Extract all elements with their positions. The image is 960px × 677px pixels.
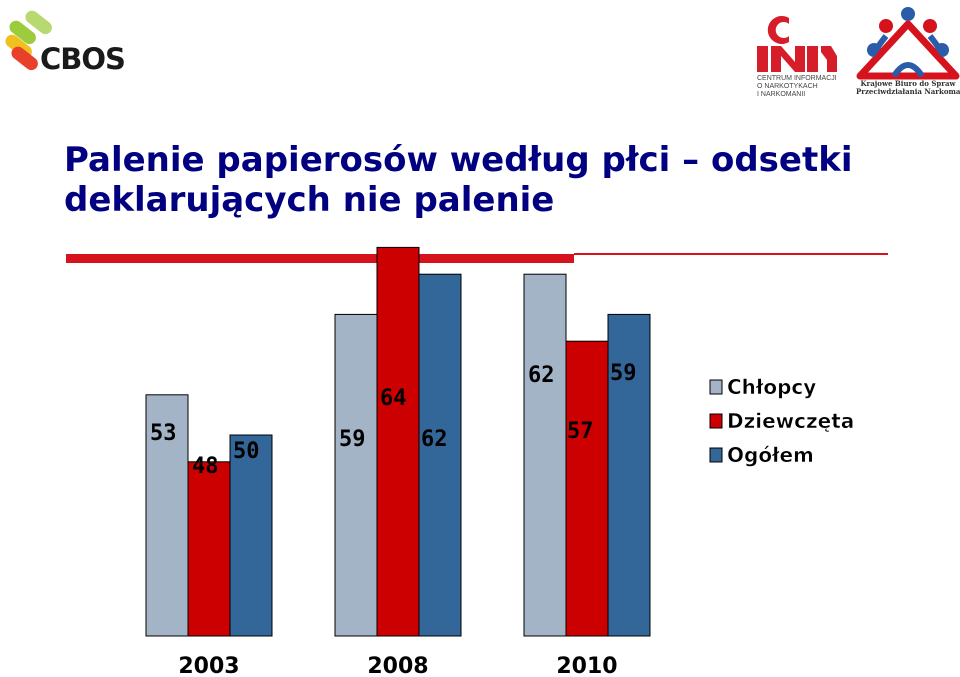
bar-2010-0	[523, 273, 567, 637]
legend-label: Dziewczęta	[727, 409, 854, 433]
kb-logo-line: Krajowe Biuro do Spraw	[860, 79, 956, 88]
title-divider-thin	[574, 253, 888, 255]
data-label: 50	[233, 439, 260, 464]
data-label: 64	[380, 386, 407, 411]
bar-2010-1	[565, 340, 609, 637]
x-tick-label: 2010	[556, 654, 617, 677]
x-tick-label: 2003	[178, 654, 239, 677]
cin-logo-line: CENTRUM INFORMACJI	[757, 75, 837, 82]
bar-2003-1	[187, 461, 231, 637]
cin-logo-caption: CENTRUM INFORMACJI O NARKOTYKACH I NARKO…	[757, 75, 839, 99]
data-label: 62	[421, 427, 448, 452]
data-label: 53	[150, 421, 177, 446]
cbos-logo-text: CBOS	[40, 42, 126, 76]
legend-swatch	[709, 413, 723, 429]
title-divider	[66, 254, 574, 263]
bar-2008-2	[418, 273, 462, 637]
bar-2003-0	[145, 394, 189, 637]
legend-label: Chłopcy	[727, 375, 816, 399]
bar-2008-1	[376, 246, 420, 637]
krajowe-biuro-caption: Krajowe Biuro do Spraw Przeciwdziałania …	[856, 80, 960, 96]
bar-2003-2	[229, 434, 273, 637]
cin-logo-line: O NARKOTYKACH	[757, 83, 818, 90]
data-label: 48	[192, 454, 219, 479]
legend-label: Ogółem	[727, 443, 814, 467]
cin-logo	[757, 16, 837, 72]
bar-2010-2	[607, 313, 651, 637]
kb-logo-line: Przeciwdziałania Narkomanii	[856, 87, 960, 96]
x-tick-label: 2008	[367, 654, 428, 677]
slide-title: Palenie papierosów według płci – odsetki…	[64, 140, 853, 220]
cbos-logo	[5, 10, 52, 71]
legend-swatch	[709, 447, 723, 463]
krajowe-biuro-logo	[856, 7, 960, 80]
data-label: 57	[567, 419, 594, 444]
legend-swatch	[709, 379, 723, 395]
bar-2008-0	[334, 313, 378, 637]
data-label: 59	[339, 427, 366, 452]
data-label: 62	[528, 363, 555, 388]
cin-logo-line: I NARKOMANII	[757, 91, 806, 98]
data-label: 59	[610, 361, 637, 386]
